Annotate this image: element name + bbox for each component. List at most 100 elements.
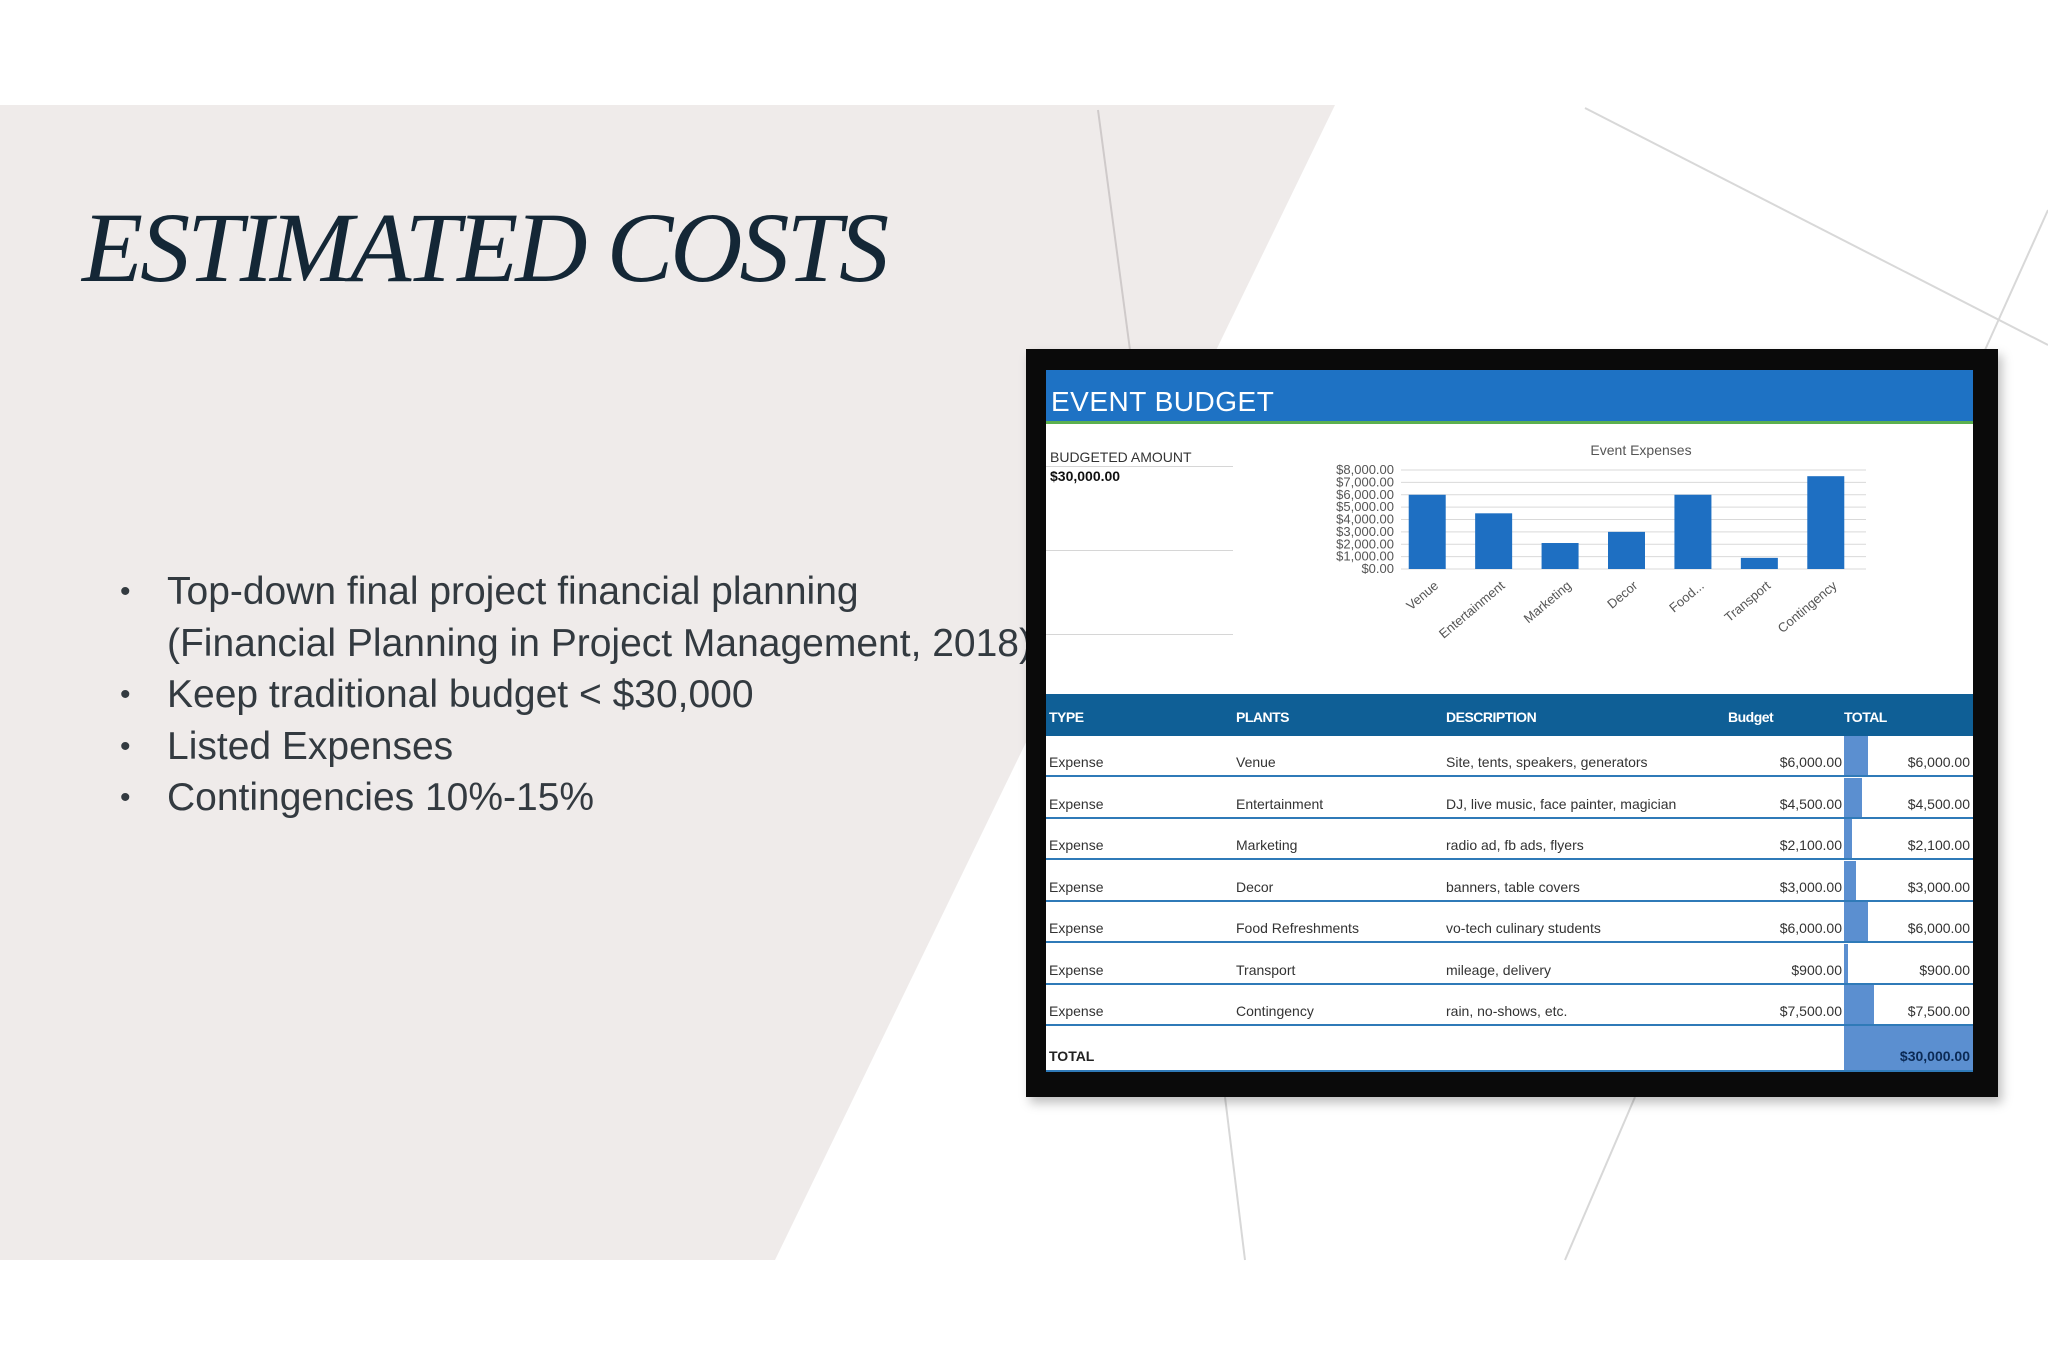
cell-type: Expense <box>1049 1003 1104 1019</box>
x-tick-label: Marketing <box>1521 578 1574 626</box>
cell-type: Expense <box>1049 961 1104 978</box>
table-row: Expense Entertainment DJ, live music, face… <box>1046 777 1973 819</box>
bullet-continuation: (Financial Planning in Project Managemen… <box>120 618 1032 670</box>
chart-bar <box>1608 531 1645 569</box>
table-row: Expense Decor banners, table covers $3,000.… <box>1046 860 1973 902</box>
divider <box>1046 634 1233 635</box>
event-budget-sheet: EVENT BUDGET BUDGETED AMOUNT $30,000.00 … <box>1046 370 1973 1072</box>
budgeted-amount-label: BUDGETED AMOUNT <box>1050 449 1192 465</box>
cell-total: $3,000.00 <box>1907 878 1970 895</box>
bullet-text: Keep traditional budget < $30,000 <box>167 673 754 716</box>
cell-type: Expense <box>1049 837 1104 853</box>
bullet-item: • Listed Expenses <box>120 721 1032 773</box>
x-tick-label: Decor <box>1604 577 1641 611</box>
y-tick-label: $6,000.00 <box>1336 487 1394 502</box>
bullet-text: Top-down final project financial plannin… <box>167 570 859 613</box>
cell-description: Site, tents, speakers, generators <box>1446 754 1648 770</box>
cell-plant: Transport <box>1236 961 1296 978</box>
cell-budget: $6,000.00 <box>1779 920 1842 936</box>
divider <box>1046 466 1233 467</box>
sheet-header-band: EVENT BUDGET <box>1046 370 1973 424</box>
total-label: TOTAL <box>1049 1048 1095 1064</box>
cell-plant: Food Refreshments <box>1236 920 1359 936</box>
y-tick-label: $4,000.00 <box>1336 512 1394 527</box>
y-tick-label: $1,000.00 <box>1336 549 1394 564</box>
column-header-type: TYPE <box>1049 709 1084 725</box>
sheet-title: EVENT BUDGET <box>1051 386 1275 417</box>
chart-bar <box>1740 557 1778 569</box>
column-header-total: TOTAL <box>1844 709 1887 725</box>
bullet-dot: • <box>120 678 131 711</box>
table-row: Expense Venue Site, tents, speakers, gener… <box>1046 736 1973 777</box>
divider <box>1046 550 1233 551</box>
total-data-bar <box>1844 819 1852 858</box>
bullet-text: (Financial Planning in Project Managemen… <box>167 621 1032 665</box>
cell-plant: Contingency <box>1236 1003 1314 1019</box>
cell-budget: $2,100.00 <box>1779 837 1842 853</box>
column-header-budget: Budget <box>1728 709 1774 725</box>
total-data-bar <box>1844 860 1856 900</box>
total-row: TOTAL $30,000.00 <box>1046 1026 1973 1072</box>
cell-total: $7,500.00 <box>1907 1003 1970 1019</box>
x-tick-label: Contingency <box>1775 577 1840 635</box>
bullet-item: • Top-down final project financial planni… <box>120 566 1032 618</box>
cell-plant: Venue <box>1236 754 1276 770</box>
slide-title: ESTIMATED COSTS <box>82 192 889 303</box>
chart-bar <box>1541 543 1579 569</box>
table-header: TYPE PLANTS DESCRIPTION Budget TOTAL <box>1046 694 1973 736</box>
cell-total: $6,000.00 <box>1907 920 1970 936</box>
table-row: Expense Transport mileage, delivery $900.00… <box>1046 943 1973 985</box>
cell-total: $4,500.00 <box>1907 795 1970 812</box>
cell-total: $2,100.00 <box>1907 837 1970 853</box>
column-header-description: DESCRIPTION <box>1446 709 1537 725</box>
y-tick-label: $0.00 <box>1361 561 1394 576</box>
y-tick-label: $3,000.00 <box>1336 524 1394 539</box>
cell-total: $6,000.00 <box>1907 754 1970 770</box>
total-data-bar <box>1844 736 1868 775</box>
table-row: Expense Food Refreshments vo-tech culinary… <box>1046 902 1973 943</box>
y-tick-label: $7,000.00 <box>1336 474 1394 489</box>
spreadsheet-image-frame: EVENT BUDGET BUDGETED AMOUNT $30,000.00 … <box>1026 349 1998 1097</box>
total-fill <box>1844 1026 1973 1070</box>
bullet-item: • Keep traditional budget < $30,000 <box>120 669 1032 721</box>
bullet-dot: • <box>120 729 131 763</box>
cell-budget: $6,000.00 <box>1779 754 1842 770</box>
cell-type: Expense <box>1049 795 1104 812</box>
cell-type: Expense <box>1049 920 1104 936</box>
cell-budget: $3,000.00 <box>1779 878 1842 895</box>
event-expenses-chart: Event Expenses $0.00$1,000.00$2,000.00$3,… <box>1336 442 1866 642</box>
cell-total: $900.00 <box>1919 961 1970 978</box>
cell-description: vo-tech culinary students <box>1446 920 1601 936</box>
x-tick-label: Transport <box>1721 578 1773 625</box>
cell-plant: Decor <box>1236 878 1274 895</box>
table-row: Expense Contingency rain, no-shows, etc. $7… <box>1046 985 1973 1026</box>
cell-type: Expense <box>1049 754 1104 770</box>
bullet-text: Listed Expenses <box>167 724 454 768</box>
total-data-bar <box>1844 777 1862 817</box>
cell-plant: Marketing <box>1236 837 1298 853</box>
chart-bar <box>1475 513 1513 569</box>
chart-bar <box>1807 476 1845 569</box>
cell-description: mileage, delivery <box>1446 961 1552 978</box>
total-data-bar <box>1844 943 1848 983</box>
chart-title: Event Expenses <box>1590 442 1691 458</box>
column-header-plants: PLANTS <box>1236 709 1290 725</box>
cell-budget: $900.00 <box>1791 961 1842 978</box>
chart-bar <box>1674 494 1712 569</box>
table-row: Expense Marketing radio ad, fb ads, flyers… <box>1046 819 1973 860</box>
cell-type: Expense <box>1049 878 1104 895</box>
total-value: $30,000.00 <box>1899 1048 1970 1064</box>
cell-description: radio ad, fb ads, flyers <box>1446 837 1584 853</box>
cell-budget: $4,500.00 <box>1779 795 1842 812</box>
bullet-list: • Top-down final project financial planni… <box>120 566 1032 824</box>
x-tick-label: Food... <box>1666 578 1707 616</box>
cell-description: banners, table covers <box>1446 878 1580 895</box>
cell-description: rain, no-shows, etc. <box>1446 1003 1568 1019</box>
x-tick-label: Venue <box>1403 578 1441 613</box>
budgeted-amount-value: $30,000.00 <box>1050 468 1121 484</box>
bullet-dot: • <box>120 575 131 608</box>
y-tick-label: $8,000.00 <box>1336 462 1394 477</box>
total-data-bar <box>1844 985 1874 1024</box>
cell-budget: $7,500.00 <box>1779 1003 1842 1019</box>
x-tick-label: Entertainment <box>1436 578 1508 642</box>
